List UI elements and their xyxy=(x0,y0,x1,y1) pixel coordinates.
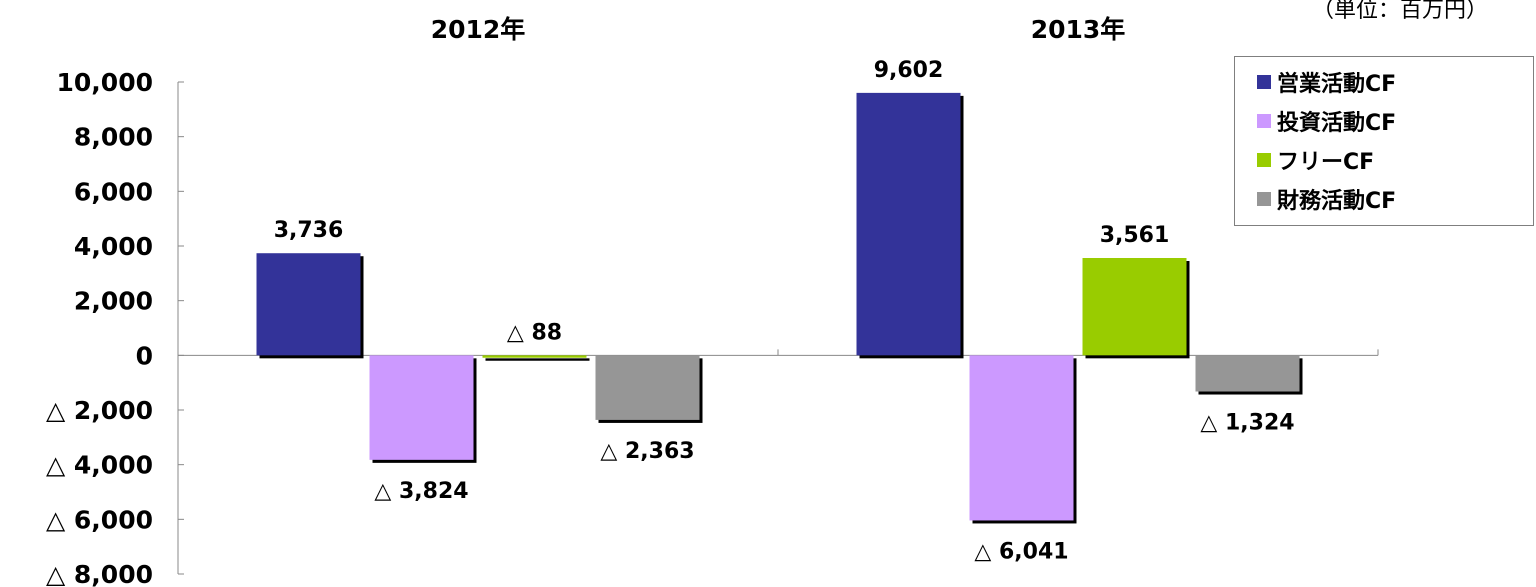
bar-investing xyxy=(369,355,474,460)
legend-swatch-free xyxy=(1257,153,1271,167)
legend: 営業活動CF 投資活動CF フリーCF 財務活動CF xyxy=(1234,56,1534,226)
data-label-operating: 9,602 xyxy=(874,58,944,83)
y-tick-label: 8,000 xyxy=(74,123,153,152)
data-label-free: △ 88 xyxy=(507,320,562,345)
legend-item-financing: 財務活動CF xyxy=(1257,184,1396,214)
y-tick-label: 10,000 xyxy=(57,68,153,97)
y-tick-label: △ 6,000 xyxy=(46,505,153,534)
bar-layer xyxy=(256,92,1303,524)
data-label-financing: △ 1,324 xyxy=(1200,411,1294,436)
bar-operating xyxy=(856,92,961,356)
legend-label-investing: 投資活動CF xyxy=(1277,111,1397,136)
legend-swatch-operating xyxy=(1257,75,1271,89)
data-label-investing: △ 3,824 xyxy=(374,479,468,504)
bar-investing xyxy=(969,355,1074,521)
label-layer: 2012年 2013年 3,736 △ 3,824 △ 88 △ 2,363 9,602 △ … xyxy=(274,15,1295,564)
y-tick-label: 6,000 xyxy=(74,177,153,206)
legend-label-free: フリーCF xyxy=(1277,150,1375,175)
category-title: 2013年 xyxy=(1031,15,1126,44)
category-title: 2012年 xyxy=(431,15,526,44)
legend-swatch-financing xyxy=(1257,192,1271,206)
data-label-financing: △ 2,363 xyxy=(600,439,694,464)
legend-label-financing: 財務活動CF xyxy=(1277,189,1397,214)
y-tick-label: 2,000 xyxy=(74,287,153,316)
legend-label-operating: 営業活動CF xyxy=(1277,72,1397,97)
data-label-investing: △ 6,041 xyxy=(974,539,1068,564)
y-tick-label: △ 8,000 xyxy=(46,560,153,587)
bar-operating xyxy=(256,253,361,356)
bar-financing xyxy=(1195,355,1300,392)
axis-layer: 10,000 8,000 6,000 4,000 2,000 0 △ 2,000 △ 4,00… xyxy=(46,68,1379,587)
y-tick-label: 4,000 xyxy=(74,232,153,261)
legend-item-free: フリーCF xyxy=(1257,145,1374,175)
legend-item-investing: 投資活動CF xyxy=(1257,106,1396,136)
bar-free xyxy=(1082,257,1187,356)
y-tick-label: △ 4,000 xyxy=(46,451,153,480)
data-label-operating: 3,736 xyxy=(274,218,344,243)
y-tick-label: 0 xyxy=(136,341,153,370)
unit-note: （単位：百万円） xyxy=(1311,0,1488,23)
legend-item-operating: 営業活動CF xyxy=(1257,67,1396,97)
data-label-free: 3,561 xyxy=(1100,223,1170,248)
bar-financing xyxy=(595,355,700,420)
legend-swatch-investing xyxy=(1257,114,1271,128)
bar-free xyxy=(482,355,587,358)
bar-shadow xyxy=(485,358,590,361)
y-tick-label: △ 2,000 xyxy=(46,396,153,425)
